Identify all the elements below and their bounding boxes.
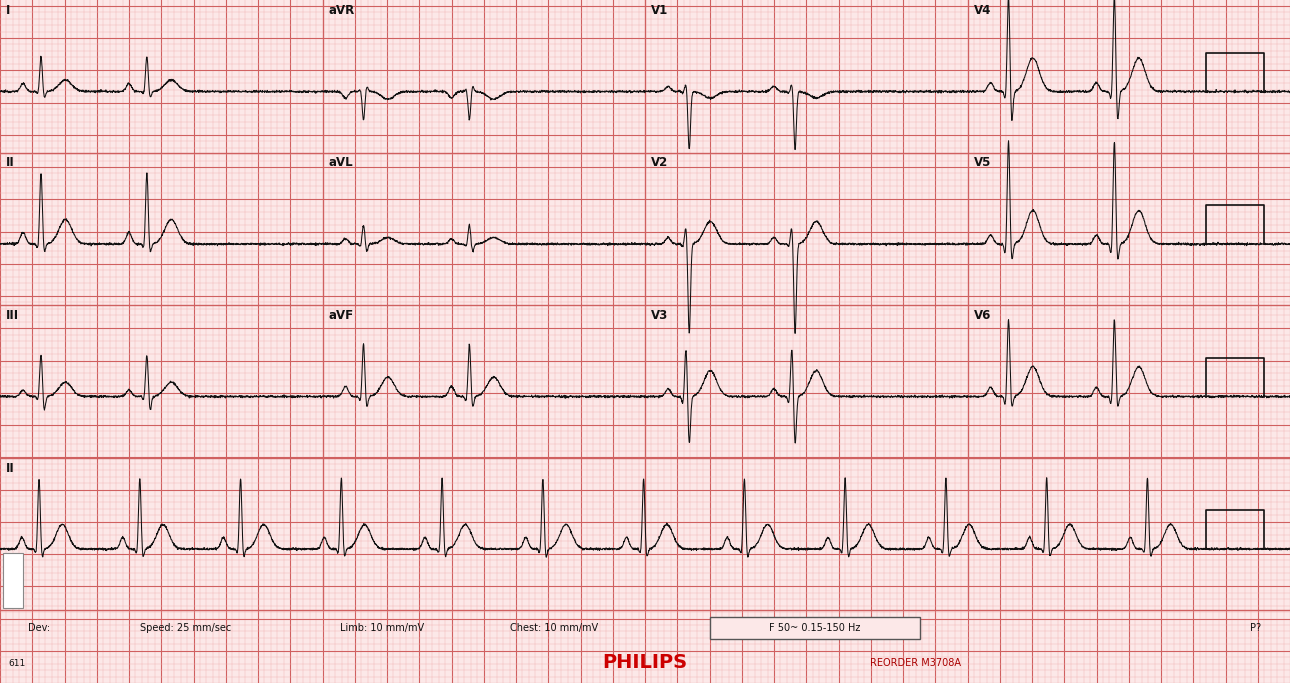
Text: Speed: 25 mm/sec: Speed: 25 mm/sec <box>141 623 231 633</box>
Text: PHILIPS: PHILIPS <box>602 654 688 673</box>
Text: aVF: aVF <box>329 309 353 322</box>
Text: REORDER M3708A: REORDER M3708A <box>869 658 961 668</box>
Text: V6: V6 <box>974 309 991 322</box>
Text: II: II <box>6 462 14 475</box>
Text: F 50~ 0.15-150 Hz: F 50~ 0.15-150 Hz <box>769 623 860 633</box>
Bar <box>3 553 23 608</box>
Text: V3: V3 <box>651 309 668 322</box>
Bar <box>710 617 920 639</box>
Text: Dev:: Dev: <box>28 623 50 633</box>
Text: P?: P? <box>1250 623 1262 633</box>
Text: V5: V5 <box>974 156 991 169</box>
Text: I: I <box>6 4 10 17</box>
Text: 611: 611 <box>8 658 26 667</box>
Text: aVR: aVR <box>329 4 355 17</box>
Text: Chest: 10 mm/mV: Chest: 10 mm/mV <box>510 623 599 633</box>
Text: III: III <box>6 309 19 322</box>
Text: II: II <box>6 156 14 169</box>
Text: V4: V4 <box>974 4 991 17</box>
Text: aVL: aVL <box>329 156 353 169</box>
Text: V2: V2 <box>651 156 668 169</box>
Text: V1: V1 <box>651 4 668 17</box>
Text: Limb: 10 mm/mV: Limb: 10 mm/mV <box>341 623 424 633</box>
